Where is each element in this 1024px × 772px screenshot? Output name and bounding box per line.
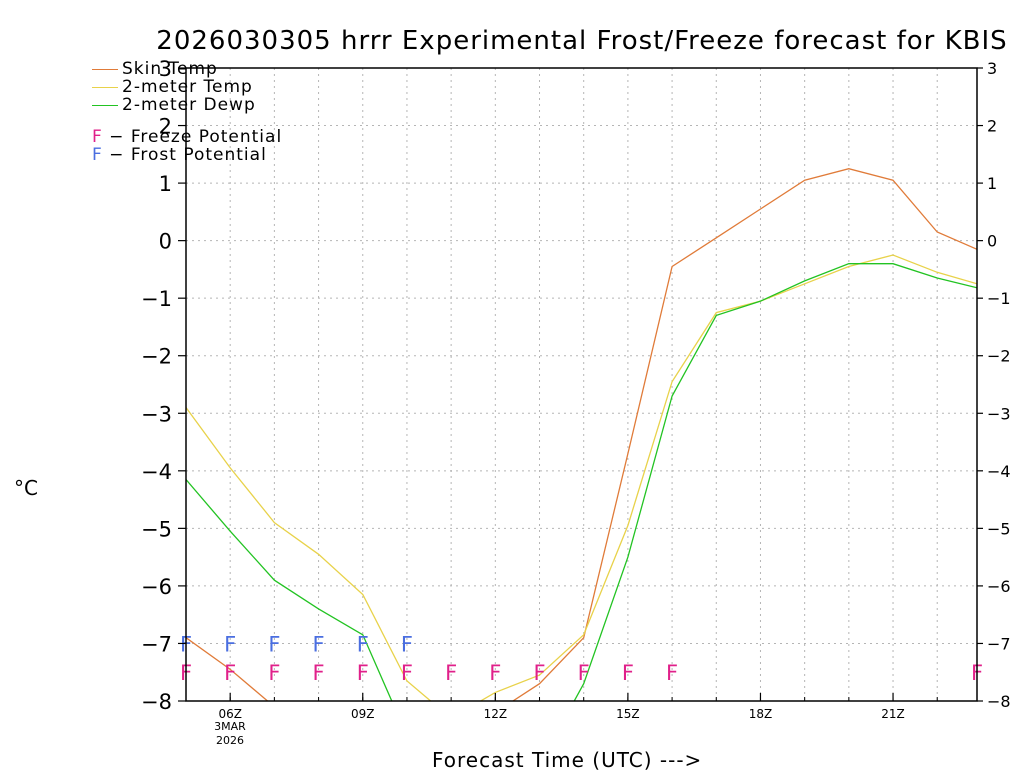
- y-tick-label-right: −8: [987, 692, 1011, 711]
- legend-2m-dewp: 2-meter Dewp: [92, 95, 256, 115]
- x-axis-label: Forecast Time (UTC) --->: [432, 748, 703, 772]
- y-tick-label-right: −5: [987, 519, 1011, 538]
- y-tick-label-left: 2: [159, 115, 172, 139]
- legend-swatch: [92, 68, 118, 70]
- freeze-marker: F: [533, 661, 545, 685]
- x-tick-label: 06Z: [218, 707, 242, 721]
- y-tick-label-right: −4: [987, 462, 1011, 481]
- plot-frame: [185, 67, 978, 702]
- series-line-skin-temp: [186, 168, 977, 701]
- y-tick-label-right: −6: [987, 577, 1011, 596]
- x-ticks: 06Z 09Z 12Z 15Z 18Z 21Z: [218, 693, 938, 721]
- frost-marker: F: [224, 632, 236, 656]
- x-tick-label: 09Z: [351, 707, 375, 721]
- y-tick-label-left: −4: [141, 460, 172, 484]
- chart-title: 2026030305 hrrr Experimental Frost/Freez…: [156, 26, 1008, 56]
- legend-label: 2-meter Dewp: [122, 95, 256, 115]
- frost-marker: F: [357, 632, 369, 656]
- date-label-day: 3MAR: [214, 720, 246, 733]
- frost-marker: F: [313, 632, 325, 656]
- legend-swatch: [92, 86, 118, 88]
- series-line-2-meter-temp: [186, 254, 977, 701]
- date-label-year: 2026: [216, 734, 244, 747]
- legend-f-glyph: F: [92, 127, 103, 147]
- freeze-marker: F: [313, 661, 325, 685]
- y-tick-label-left: −5: [141, 517, 172, 541]
- freeze-marker: F: [622, 661, 634, 685]
- y-ticks-left: −8 −7 −6 −5 −4 −3 −2 −1 0 1 2 3: [141, 57, 186, 714]
- legend-frost-potential: F − Frost Potential: [92, 145, 267, 165]
- x-tick-label: 21Z: [881, 707, 905, 721]
- y-ticks-right: −8 −7 −6 −5 −4 −3 −2 −1 0 1 2 3: [977, 59, 1011, 711]
- legend-freeze-potential: F − Freeze Potential: [92, 127, 282, 147]
- freeze-marker: F: [445, 661, 457, 685]
- y-tick-label-right: 2: [987, 117, 997, 136]
- y-tick-label-left: −7: [141, 632, 172, 656]
- y-tick-label-left: −3: [141, 402, 172, 426]
- y-tick-label-right: −1: [987, 289, 1011, 308]
- freeze-marker: F: [401, 661, 413, 685]
- freeze-marker: F: [357, 661, 369, 685]
- y-tick-label-left: 3: [159, 57, 172, 81]
- y-tick-label-right: −3: [987, 404, 1011, 423]
- series-group: [186, 168, 977, 701]
- freeze-marker: F: [224, 661, 236, 685]
- series-line-2-meter-dewp: [186, 263, 977, 701]
- frost-marker: F: [401, 632, 413, 656]
- y-axis-label: °C: [14, 476, 38, 500]
- freeze-marker: F: [268, 661, 280, 685]
- y-tick-label-left: −6: [141, 575, 172, 599]
- freeze-marker: F: [489, 661, 501, 685]
- grid: [186, 68, 977, 701]
- y-tick-label-left: 1: [159, 172, 172, 196]
- potential-markers: F F F F F FF F F F F F F F F F F F F: [180, 632, 983, 685]
- y-tick-label-left: 0: [159, 230, 172, 254]
- freeze-marker: F: [578, 661, 590, 685]
- y-tick-label-right: 3: [987, 59, 997, 78]
- y-tick-label-right: 1: [987, 174, 997, 193]
- y-tick-label-left: −2: [141, 345, 172, 369]
- frost-marker: F: [268, 632, 280, 656]
- y-tick-label-right: −2: [987, 347, 1011, 366]
- y-tick-label-right: −7: [987, 634, 1011, 653]
- legend-2m-temp: 2-meter Temp: [92, 77, 253, 97]
- freeze-marker: F: [666, 661, 678, 685]
- legend-swatch: [92, 104, 118, 106]
- legend-frost-text: F − Frost Potential: [92, 145, 267, 165]
- x-tick-label: 12Z: [484, 707, 508, 721]
- legend-skin-temp: Skin Temp: [92, 59, 218, 79]
- y-tick-label-left: −1: [141, 287, 172, 311]
- legend-label: Skin Temp: [122, 59, 218, 79]
- x-tick-label: 18Z: [749, 707, 773, 721]
- legend-f-glyph: F: [92, 145, 103, 165]
- legend-label: 2-meter Temp: [122, 77, 253, 97]
- y-tick-label-right: 0: [987, 232, 997, 251]
- y-tick-label-left: −8: [141, 690, 172, 714]
- x-tick-label: 15Z: [616, 707, 640, 721]
- legend-freeze-text: F − Freeze Potential: [92, 127, 283, 147]
